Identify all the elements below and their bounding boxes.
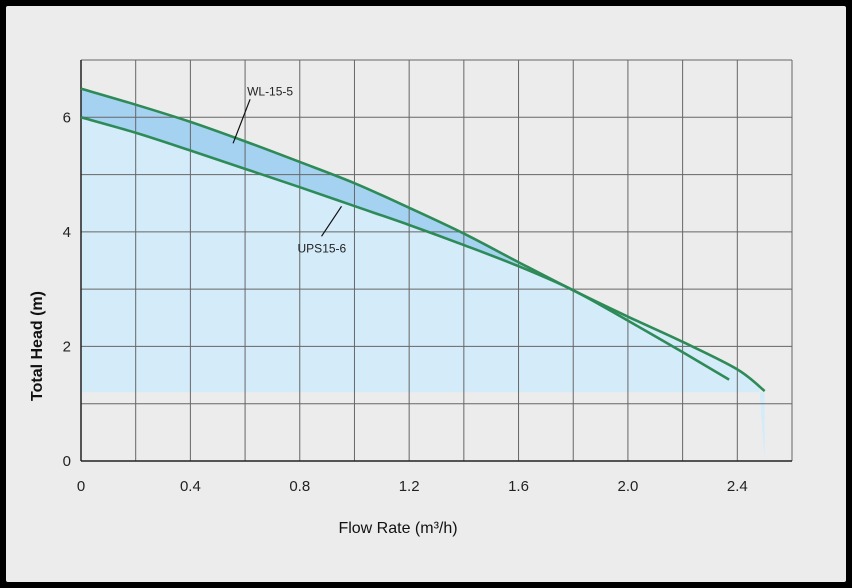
x-tick-label: 0 bbox=[77, 478, 85, 495]
x-tick-label: 2.4 bbox=[727, 478, 748, 495]
x-tick-label: 1.2 bbox=[399, 478, 420, 495]
y-tick-label: 0 bbox=[63, 453, 71, 470]
x-tick-label: 2.0 bbox=[617, 478, 638, 495]
x-axis-label: Flow Rate (m³/h) bbox=[338, 520, 457, 537]
chart-frame: 0 0.4 0.8 1.2 1.6 2.0 2.4 0 2 4 6 WL-15-5 UPS15-6 F… bbox=[6, 6, 846, 582]
y-tick-label: 6 bbox=[63, 109, 71, 126]
y-axis-label: Total Head (m) bbox=[29, 291, 46, 401]
x-tick-label: 1.6 bbox=[508, 478, 529, 495]
ups15-6-annotation: UPS15-6 bbox=[298, 241, 347, 255]
y-tick-label: 4 bbox=[63, 224, 71, 241]
fill-layer bbox=[81, 89, 765, 461]
wl-15-5-leader-line bbox=[233, 99, 250, 143]
x-tick-label: 0.4 bbox=[180, 478, 201, 495]
x-tick-label: 0.8 bbox=[289, 478, 310, 495]
wl-15-5-annotation: WL-15-5 bbox=[247, 84, 293, 98]
y-tick-label: 2 bbox=[63, 338, 71, 355]
pump-curve-chart: 0 0.4 0.8 1.2 1.6 2.0 2.4 0 2 4 6 WL-15-5 UPS15-6 F… bbox=[6, 6, 846, 582]
